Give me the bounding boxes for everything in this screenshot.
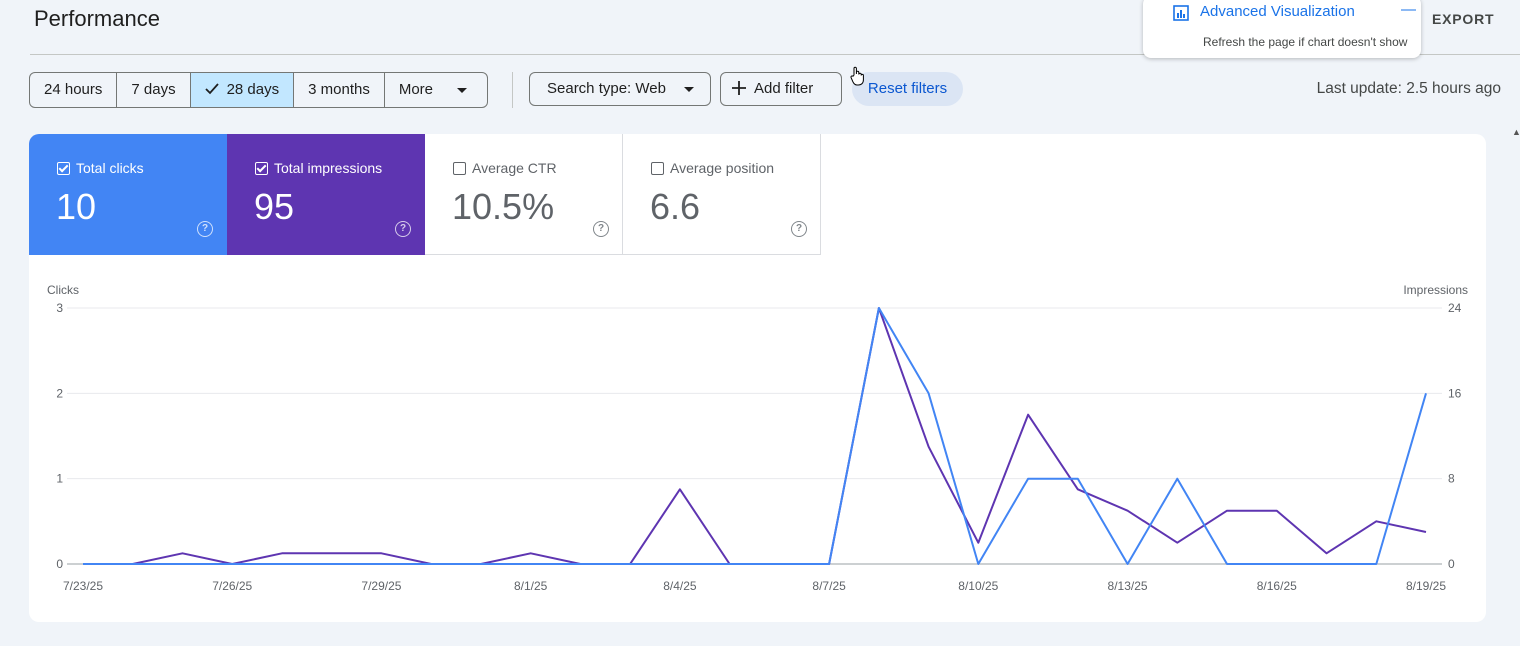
help-icon[interactable]: ? xyxy=(395,221,411,237)
x-tick-label: 8/1/25 xyxy=(514,579,548,593)
y-right-tick-label: 8 xyxy=(1448,472,1455,486)
metric-total-clicks[interactable]: Total clicks 10 ? xyxy=(29,134,227,255)
metric-total-impressions[interactable]: Total impressions 95 ? xyxy=(227,134,425,255)
x-tick-label: 8/19/25 xyxy=(1406,579,1446,593)
range-3-months[interactable]: 3 months xyxy=(294,73,385,107)
search-type-label: Search type: Web xyxy=(547,80,666,97)
y-left-tick-label: 3 xyxy=(56,301,63,315)
metric-value: 10.5% xyxy=(452,186,555,227)
series-line-impressions xyxy=(83,307,1427,565)
metric-average-ctr[interactable]: Average CTR 10.5% ? xyxy=(425,134,623,255)
minimize-button[interactable]: — xyxy=(1401,1,1416,18)
chevron-down-icon xyxy=(684,86,695,92)
range-label: 28 days xyxy=(226,81,280,98)
range-24-hours[interactable]: 24 hours xyxy=(30,73,118,107)
x-tick-label: 7/26/25 xyxy=(212,579,252,593)
y-right-tick-label: 0 xyxy=(1448,557,1455,571)
range-label: 7 days xyxy=(131,81,176,98)
x-tick-label: 8/10/25 xyxy=(958,579,998,593)
refresh-note: Refresh the page if chart doesn't show xyxy=(1203,35,1408,49)
toolbar-divider xyxy=(512,72,513,108)
range-label: 3 months xyxy=(308,81,370,98)
series-line-clicks xyxy=(83,307,1427,565)
y-left-tick-label: 1 xyxy=(56,472,63,486)
range-label: More xyxy=(398,81,434,98)
y-left-tick-label: 2 xyxy=(56,386,63,400)
bar-chart-icon xyxy=(1173,5,1189,21)
scrollbar-arrow-icon[interactable]: ▲ xyxy=(1512,127,1520,137)
checkbox-checked-icon[interactable] xyxy=(57,162,70,175)
y-right-tick-label: 24 xyxy=(1448,301,1462,315)
header-divider xyxy=(30,54,1520,55)
metric-label: Total impressions xyxy=(274,160,383,176)
metric-value: 10 xyxy=(56,186,97,227)
x-tick-label: 7/23/25 xyxy=(63,579,103,593)
add-filter-label: Add filter xyxy=(754,80,814,97)
checkbox-unchecked-icon[interactable] xyxy=(651,162,664,175)
x-tick-label: 8/13/25 xyxy=(1108,579,1148,593)
date-range-selector: 24 hours 7 days 28 days 3 months More xyxy=(29,72,489,108)
add-filter-button[interactable]: Add filter xyxy=(720,72,842,106)
y-right-tick-label: 16 xyxy=(1448,386,1462,400)
help-icon[interactable]: ? xyxy=(197,221,213,237)
export-button[interactable]: EXPORT xyxy=(1432,11,1495,27)
range-28-days[interactable]: 28 days xyxy=(190,73,295,107)
x-tick-label: 7/29/25 xyxy=(361,579,401,593)
y-right-axis-label: Impressions xyxy=(1403,283,1468,297)
range-label: 24 hours xyxy=(44,81,103,98)
chevron-down-icon xyxy=(457,87,468,93)
y-left-tick-label: 0 xyxy=(56,557,63,571)
performance-chart: 0 1 2 3 0 8 16 24 Clicks Impressions 7/23/25 7/26/2… xyxy=(47,283,1468,593)
advanced-visualization-title[interactable]: Advanced Visualization xyxy=(1200,3,1355,20)
page-title: Performance xyxy=(34,6,160,31)
last-update-text: Last update: 2.5 hours ago xyxy=(1316,80,1501,97)
hand-cursor-icon xyxy=(850,66,864,86)
reset-filters-button[interactable]: Reset filters xyxy=(852,72,963,106)
search-type-dropdown[interactable]: Search type: Web xyxy=(529,72,711,106)
metric-label: Total clicks xyxy=(76,160,144,176)
metric-label: Average position xyxy=(670,160,775,176)
range-7-days[interactable]: 7 days xyxy=(117,73,191,107)
metric-value: 95 xyxy=(254,186,295,227)
y-left-axis-label: Clicks xyxy=(47,283,79,297)
x-tick-label: 8/7/25 xyxy=(812,579,846,593)
advanced-visualization-popup: Advanced Visualization — Refresh the pag… xyxy=(1143,0,1421,58)
x-tick-label: 8/4/25 xyxy=(663,579,697,593)
checkbox-unchecked-icon[interactable] xyxy=(453,162,466,175)
plus-icon xyxy=(732,81,746,95)
help-icon[interactable]: ? xyxy=(593,221,609,237)
check-icon xyxy=(204,83,219,95)
metric-label: Average CTR xyxy=(472,160,557,176)
metric-average-position[interactable]: Average position 6.6 ? xyxy=(623,134,821,255)
metric-value: 6.6 xyxy=(650,186,701,227)
range-more-dropdown[interactable]: More xyxy=(385,73,487,107)
checkbox-checked-icon[interactable] xyxy=(255,162,268,175)
help-icon[interactable]: ? xyxy=(791,221,807,237)
x-tick-label: 8/16/25 xyxy=(1257,579,1297,593)
performance-card: Total clicks 10 ? Total impressions 95 ?… xyxy=(29,134,1486,622)
